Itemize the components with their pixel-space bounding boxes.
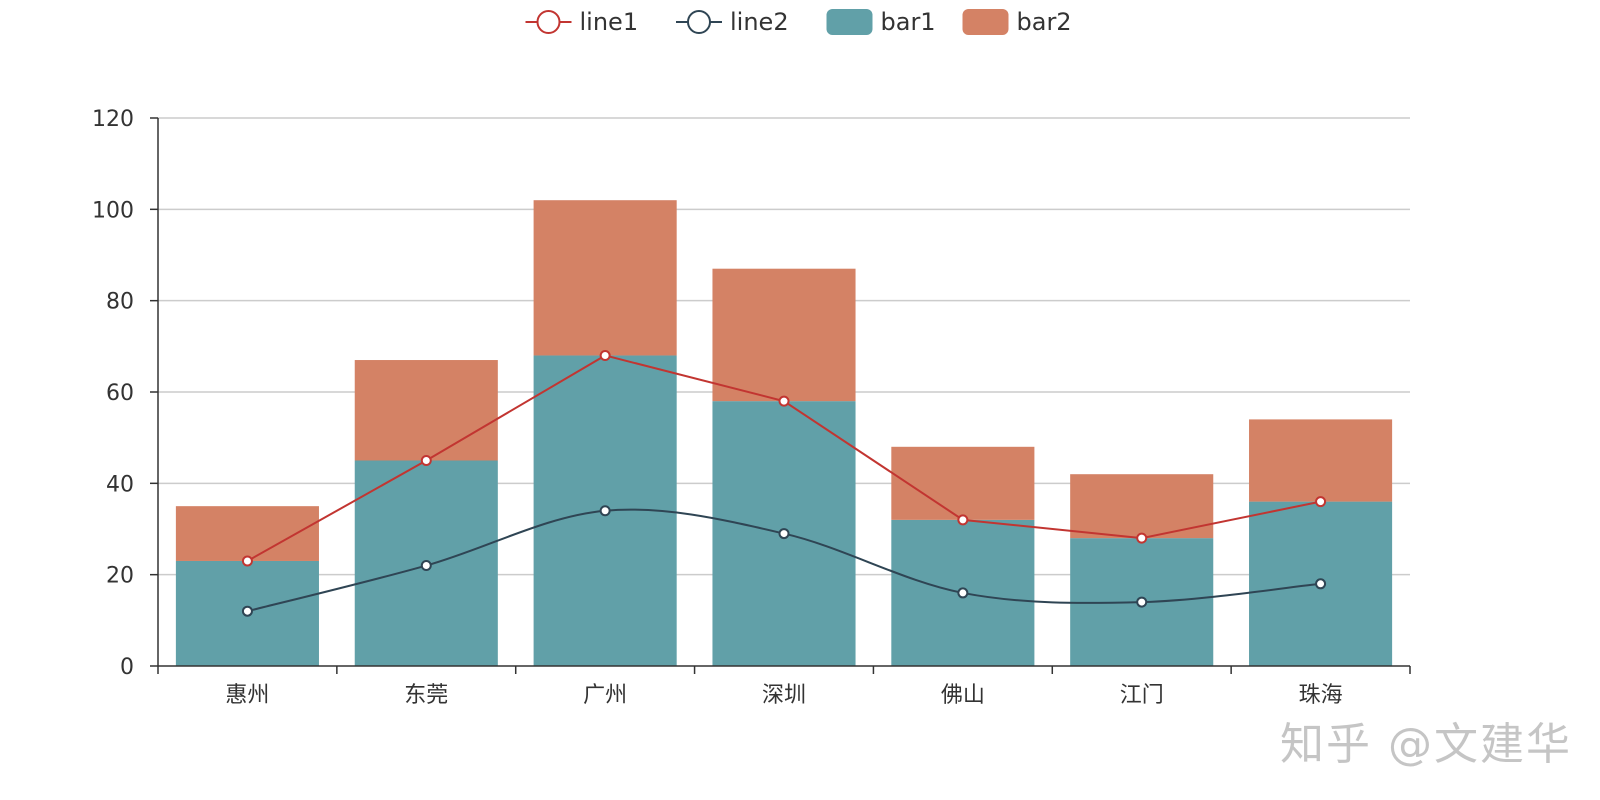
x-tick-label: 珠海 [1299, 683, 1343, 708]
line2-point-3 [778, 528, 790, 540]
line1-point-3 [778, 395, 790, 407]
x-tick-label: 广州 [583, 683, 627, 708]
legend-label: bar2 [1017, 8, 1072, 36]
legend-item-bar1[interactable]: bar1 [826, 8, 936, 36]
line2-point-1 [420, 560, 432, 572]
legend-label: line2 [730, 8, 789, 36]
legend-label: bar1 [881, 8, 936, 36]
legend-circle-symbol [687, 10, 711, 34]
line1-point-2 [599, 349, 611, 361]
legend-bar-symbol [826, 9, 873, 35]
line2-point-6 [1315, 578, 1327, 590]
line1-point-4 [957, 514, 969, 526]
line1-point-5 [1136, 532, 1148, 544]
line1-point-0 [241, 555, 253, 567]
y-tick-label: 120 [92, 107, 134, 132]
y-tick-label: 20 [106, 564, 134, 589]
line2-point-4 [957, 587, 969, 599]
bar2-bar-4 [891, 446, 1035, 520]
bar2-bar-1 [354, 360, 498, 461]
legend-item-bar2[interactable]: bar2 [962, 8, 1072, 36]
y-tick-label: 40 [106, 472, 134, 497]
bar2-bar-6 [1249, 419, 1393, 502]
y-tick-label: 80 [106, 290, 134, 315]
legend-item-line2[interactable]: line2 [676, 8, 789, 36]
x-tick-label: 佛山 [941, 683, 985, 708]
legend[interactable]: line1 line2 bar1 bar2 [525, 8, 1072, 36]
x-tick-label: 东莞 [404, 683, 448, 708]
x-tick-label: 江门 [1120, 683, 1164, 708]
line2-point-5 [1136, 596, 1148, 608]
axes: 0 20 40 60 80 100 120 惠州 东莞 广州 深圳 佛山 江门 珠海 [92, 107, 1411, 708]
legend-circle-symbol [536, 10, 561, 34]
bar2-bar-2 [533, 200, 677, 356]
line2-point-0 [241, 605, 253, 617]
y-tick-label: 0 [120, 655, 134, 680]
x-tick-label: 惠州 [225, 683, 269, 708]
lines [241, 349, 1327, 617]
legend-label: line1 [580, 8, 639, 36]
line1-point-6 [1315, 496, 1327, 508]
legend-bar-symbol [962, 9, 1009, 35]
x-tick-label: 深圳 [762, 683, 806, 708]
line2-point-2 [599, 505, 611, 517]
bar2-bar-3 [712, 268, 856, 402]
line1-point-1 [420, 455, 432, 466]
legend-item-line1[interactable]: line1 [525, 8, 639, 36]
y-tick-label: 60 [106, 381, 134, 406]
y-tick-label: 100 [92, 198, 134, 223]
